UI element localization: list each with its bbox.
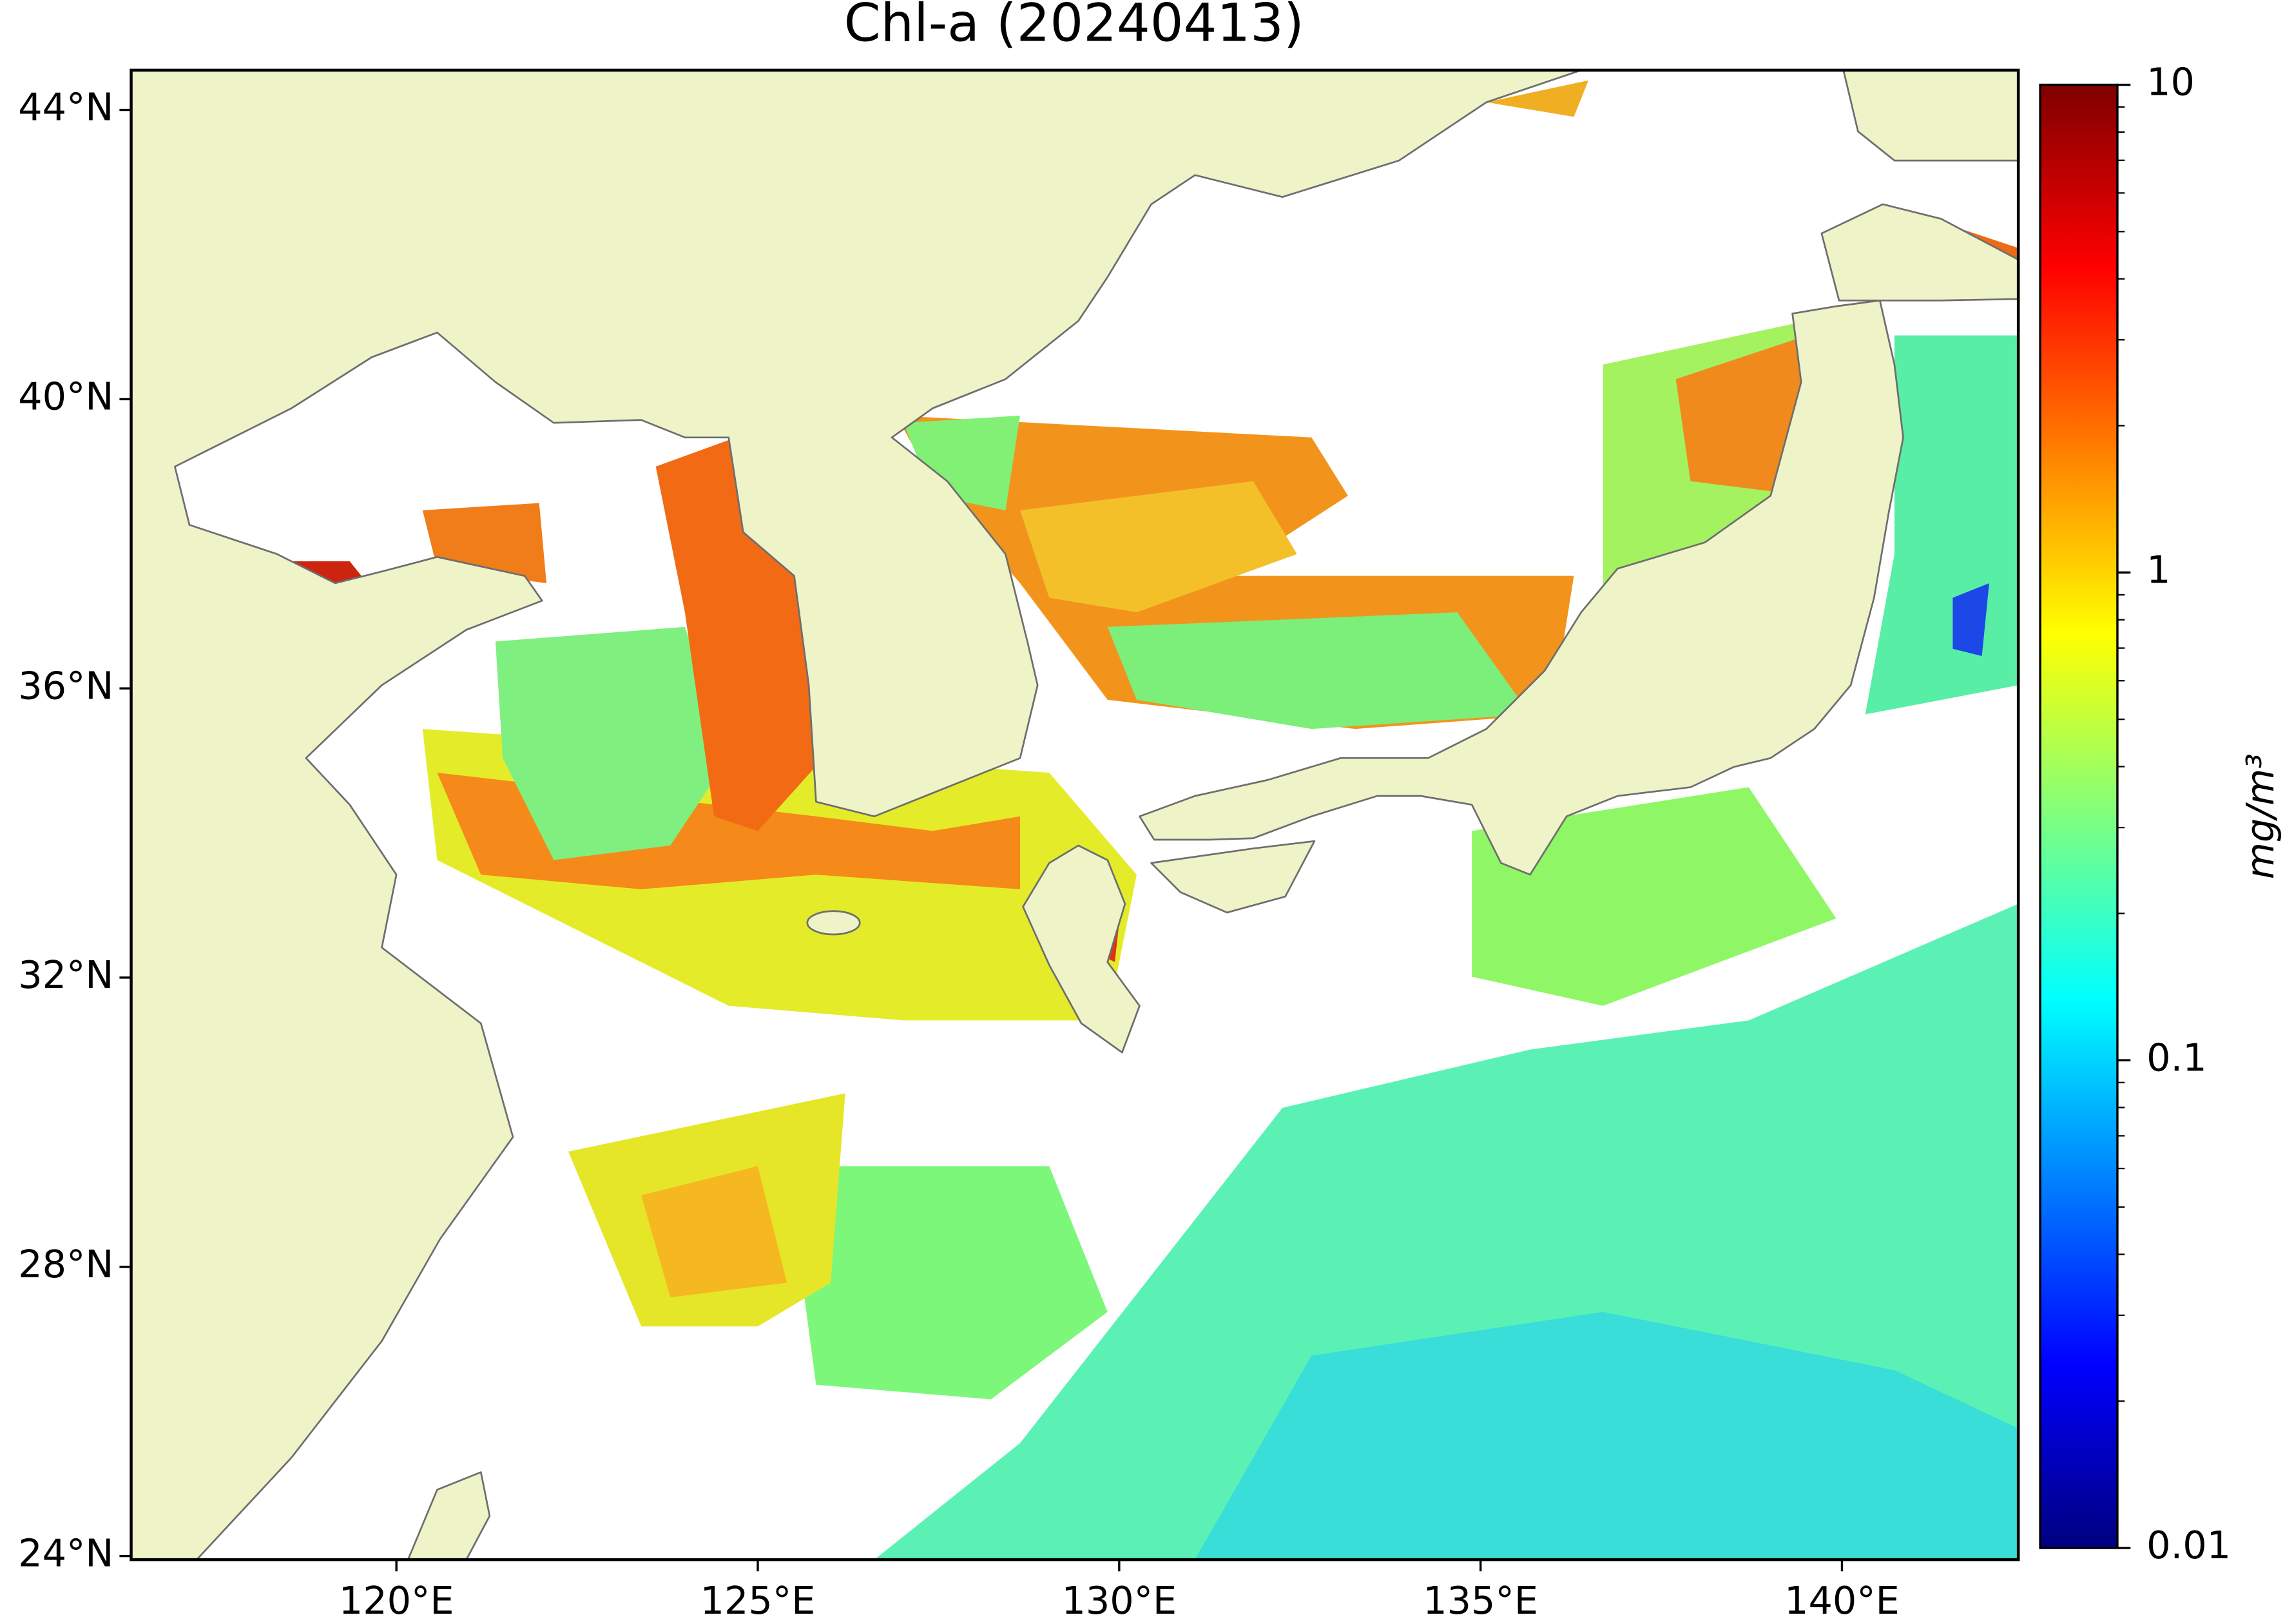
land-hokkaido bbox=[1820, 203, 2019, 302]
patch bbox=[1675, 335, 1808, 496]
patch bbox=[1472, 787, 1837, 1006]
x-tick-label: 135°E bbox=[1423, 1578, 1538, 1623]
colorbar-tick-label: 0.1 bbox=[2146, 1035, 2206, 1079]
land-asia bbox=[131, 70, 1583, 1560]
colorbar-tick-label: 10 bbox=[2146, 60, 2195, 104]
plot-frame bbox=[130, 68, 2020, 1561]
y-tick-label: 32°N bbox=[18, 952, 113, 997]
chart-title: Chl-a (20240413) bbox=[844, 0, 1304, 54]
patch bbox=[1952, 583, 1989, 657]
land-shikoku bbox=[1150, 840, 1316, 914]
land-taiwan bbox=[407, 1471, 491, 1560]
patch bbox=[1195, 1311, 2019, 1560]
y-tick-label: 28°N bbox=[18, 1242, 113, 1286]
colorbar-tick-label: 0.01 bbox=[2146, 1523, 2231, 1567]
land-kyushu bbox=[1022, 844, 1141, 1054]
patch bbox=[641, 1166, 787, 1298]
patch bbox=[1107, 612, 1530, 730]
y-tick-label: 24°N bbox=[18, 1531, 113, 1576]
map bbox=[131, 70, 2019, 1560]
x-tick-label: 140°E bbox=[1784, 1578, 1900, 1623]
colorbar-label: mg/m³ bbox=[2238, 753, 2282, 879]
chlorophyll-field bbox=[269, 80, 2019, 1560]
patch bbox=[495, 626, 729, 860]
y-tick-label: 40°N bbox=[18, 374, 113, 419]
x-tick-label: 120°E bbox=[339, 1578, 454, 1623]
x-tick-label: 125°E bbox=[700, 1578, 816, 1623]
colorbar-tick-label: 1 bbox=[2146, 547, 2170, 592]
patch bbox=[1020, 481, 1297, 613]
land-jeju bbox=[806, 910, 861, 936]
colorbar bbox=[2039, 83, 2119, 1549]
land-honshu bbox=[1139, 299, 1904, 876]
patch bbox=[1486, 80, 1589, 117]
x-tick-label: 130°E bbox=[1061, 1578, 1177, 1623]
land-sakhalin bbox=[1842, 70, 2019, 162]
y-tick-label: 44°N bbox=[18, 85, 113, 130]
patch bbox=[787, 1166, 1108, 1400]
y-tick-label: 36°N bbox=[18, 663, 113, 708]
